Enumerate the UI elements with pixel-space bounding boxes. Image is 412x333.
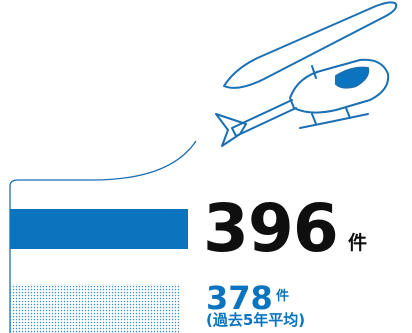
- helicopter-body: [289, 58, 390, 114]
- current-unit-label: 件: [348, 232, 368, 254]
- bar-average: [10, 284, 180, 333]
- helicopter-tail: [231, 99, 297, 137]
- helicopter-window: [335, 66, 370, 89]
- axis-line: [9, 140, 197, 333]
- bar-current: [10, 209, 188, 249]
- average-note-label: (過去5年平均): [206, 311, 306, 329]
- helicopter-rotor: [223, 1, 398, 89]
- helicopter-rotor-hub: [311, 65, 317, 79]
- helicopter-skid: [299, 107, 369, 129]
- helicopter-tail-fin: [215, 113, 247, 147]
- helicopter-icon: [215, 1, 398, 147]
- current-value-label: 396: [203, 190, 339, 267]
- average-value-label: 378: [206, 279, 273, 317]
- average-unit-label: 件: [276, 289, 290, 304]
